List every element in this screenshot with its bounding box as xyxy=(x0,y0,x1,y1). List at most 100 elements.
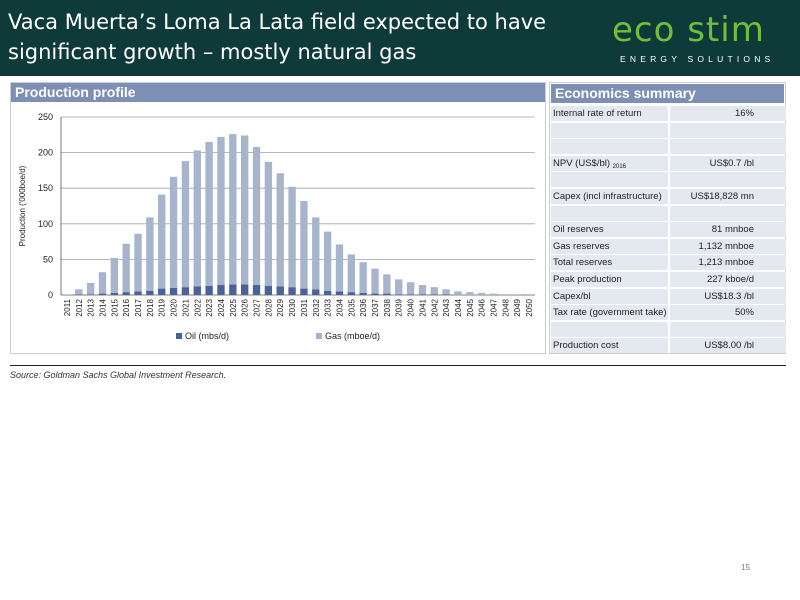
economics-row: Total reserves 1,213 mnboe xyxy=(551,255,786,271)
economics-row-label: Oil reserves xyxy=(551,222,668,238)
legend-label-oil: Oil (mbs/d) xyxy=(185,331,229,341)
bar-gas xyxy=(158,194,166,289)
y-tick-label: 150 xyxy=(38,183,53,193)
x-tick-label: 2040 xyxy=(407,298,416,316)
economics-row xyxy=(551,321,786,337)
bar-oil xyxy=(169,287,178,295)
x-tick-label: 2039 xyxy=(395,298,404,316)
divider-line xyxy=(10,365,786,366)
economics-row: Peak production 227 kboe/d xyxy=(551,271,786,287)
header-band: Vaca Muerta’s Loma La Lata field expecte… xyxy=(0,0,800,76)
bar-oil xyxy=(359,292,367,295)
economics-row: Production cost US$8.00 /bl xyxy=(551,338,786,354)
economics-row xyxy=(551,205,786,221)
x-tick-label: 2041 xyxy=(418,298,427,316)
economics-row: Oil reserves 81 mnboe xyxy=(551,222,786,238)
logo-wordmark: eco stim xyxy=(612,10,765,50)
y-tick-label: 200 xyxy=(38,148,53,158)
bar-gas xyxy=(241,135,249,285)
bar-gas xyxy=(383,274,391,294)
economics-row-label: NPV (US$/bl) 2016 xyxy=(551,155,668,171)
x-tick-label: 2023 xyxy=(205,298,214,316)
x-tick-label: 2019 xyxy=(158,298,167,316)
x-tick-label: 2028 xyxy=(264,298,273,316)
economics-row-label: Internal rate of return xyxy=(551,106,668,121)
economics-row-label: Tax rate (government take) xyxy=(551,305,668,321)
source-note: Source: Goldman Sachs Global Investment … xyxy=(10,370,227,380)
economics-row xyxy=(551,122,786,138)
legend-swatch-oil xyxy=(176,333,182,339)
x-tick-label: 2038 xyxy=(383,298,392,316)
economics-summary-panel: Economics summary Internal rate of retur… xyxy=(549,82,786,354)
economics-row-value: 50% xyxy=(670,305,786,321)
bar-gas xyxy=(252,146,261,286)
economics-row: Capex/bl US$18.3 /bl xyxy=(551,288,786,304)
production-profile-panel: Production profile 0 50 100 150 200 250 Produc… xyxy=(10,82,546,354)
bar-oil xyxy=(252,285,261,295)
economics-row-value: 81 mnboe xyxy=(670,222,786,238)
x-tick-label: 2045 xyxy=(466,298,475,316)
x-tick-label: 2014 xyxy=(98,298,107,316)
economics-row: Gas reserves 1,132 mnboe xyxy=(551,238,786,254)
economics-row-label: Capex (incl infrastructure) xyxy=(551,188,668,204)
economics-row: Internal rate of return 16% xyxy=(551,106,786,121)
bar-oil xyxy=(217,285,225,295)
economics-row xyxy=(551,172,786,188)
x-tick-label: 2047 xyxy=(490,298,499,316)
economics-table: Internal rate of return 16% NPV (US$/bl) 2… xyxy=(551,106,786,355)
bar-gas xyxy=(406,282,415,295)
bar-gas xyxy=(169,176,178,288)
bar-gas xyxy=(466,292,474,295)
x-tick-label: 2025 xyxy=(229,298,238,316)
economics-row-value: US$0.7 /bl xyxy=(670,155,786,171)
bar-oil xyxy=(276,286,284,295)
economics-row-label xyxy=(551,172,668,188)
bar-gas xyxy=(454,291,462,295)
x-tick-label: 2020 xyxy=(170,298,179,316)
economics-row-label xyxy=(551,122,668,138)
bar-oil xyxy=(300,288,308,295)
bar-gas xyxy=(430,287,438,295)
x-tick-label: 2046 xyxy=(478,298,487,316)
bar-gas xyxy=(205,141,213,286)
economics-row: Capex (incl infrastructure) US$18,828 mn xyxy=(551,188,786,204)
x-tick-label: 2029 xyxy=(276,298,285,316)
x-tick-label: 2030 xyxy=(288,298,297,316)
bar-oil xyxy=(122,292,130,295)
x-tick-label: 2024 xyxy=(217,298,226,316)
bar-gas xyxy=(501,294,510,295)
bar-oil xyxy=(86,294,95,295)
bar-oil xyxy=(98,293,107,295)
production-profile-heading: Production profile xyxy=(11,83,545,102)
bar-gas xyxy=(442,289,450,295)
x-tick-label: 2043 xyxy=(442,298,451,316)
economics-row-value xyxy=(670,172,786,188)
x-tick-label: 2012 xyxy=(75,298,84,316)
economics-row: Tax rate (government take) 50% xyxy=(551,305,786,321)
bar-oil xyxy=(181,287,190,295)
x-tick-label: 2032 xyxy=(312,298,321,316)
x-tick-label: 2017 xyxy=(134,298,143,316)
x-tick-label: 2033 xyxy=(324,298,333,316)
economics-row: NPV (US$/bl) 2016 US$0.7 /bl xyxy=(551,155,786,171)
bar-oil xyxy=(383,293,391,295)
x-tick-label: 2015 xyxy=(110,298,119,316)
bar-oil xyxy=(335,291,344,295)
slide-title-line-2: significant growth – mostly natural gas xyxy=(8,40,417,64)
bar-oil xyxy=(288,287,296,295)
economics-row-label: Gas reserves xyxy=(551,238,668,254)
bar-gas xyxy=(288,186,296,288)
x-tick-label: 2027 xyxy=(253,298,262,316)
bar-gas xyxy=(478,292,486,295)
x-tick-label: 2011 xyxy=(63,298,72,316)
bar-gas xyxy=(276,173,284,287)
bar-gas xyxy=(229,134,237,285)
bar-gas xyxy=(181,161,190,288)
legend-label-gas: Gas (mboe/d) xyxy=(325,331,380,341)
bar-oil xyxy=(75,294,83,295)
x-tick-label: 2016 xyxy=(122,298,131,316)
economics-row-label: Production cost xyxy=(551,338,668,354)
x-tick-label: 2013 xyxy=(87,298,96,316)
economics-row-value: 1,132 mnboe xyxy=(670,238,786,254)
bar-oil xyxy=(323,290,332,295)
